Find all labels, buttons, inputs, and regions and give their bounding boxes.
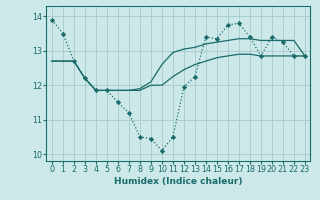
X-axis label: Humidex (Indice chaleur): Humidex (Indice chaleur) — [114, 177, 243, 186]
